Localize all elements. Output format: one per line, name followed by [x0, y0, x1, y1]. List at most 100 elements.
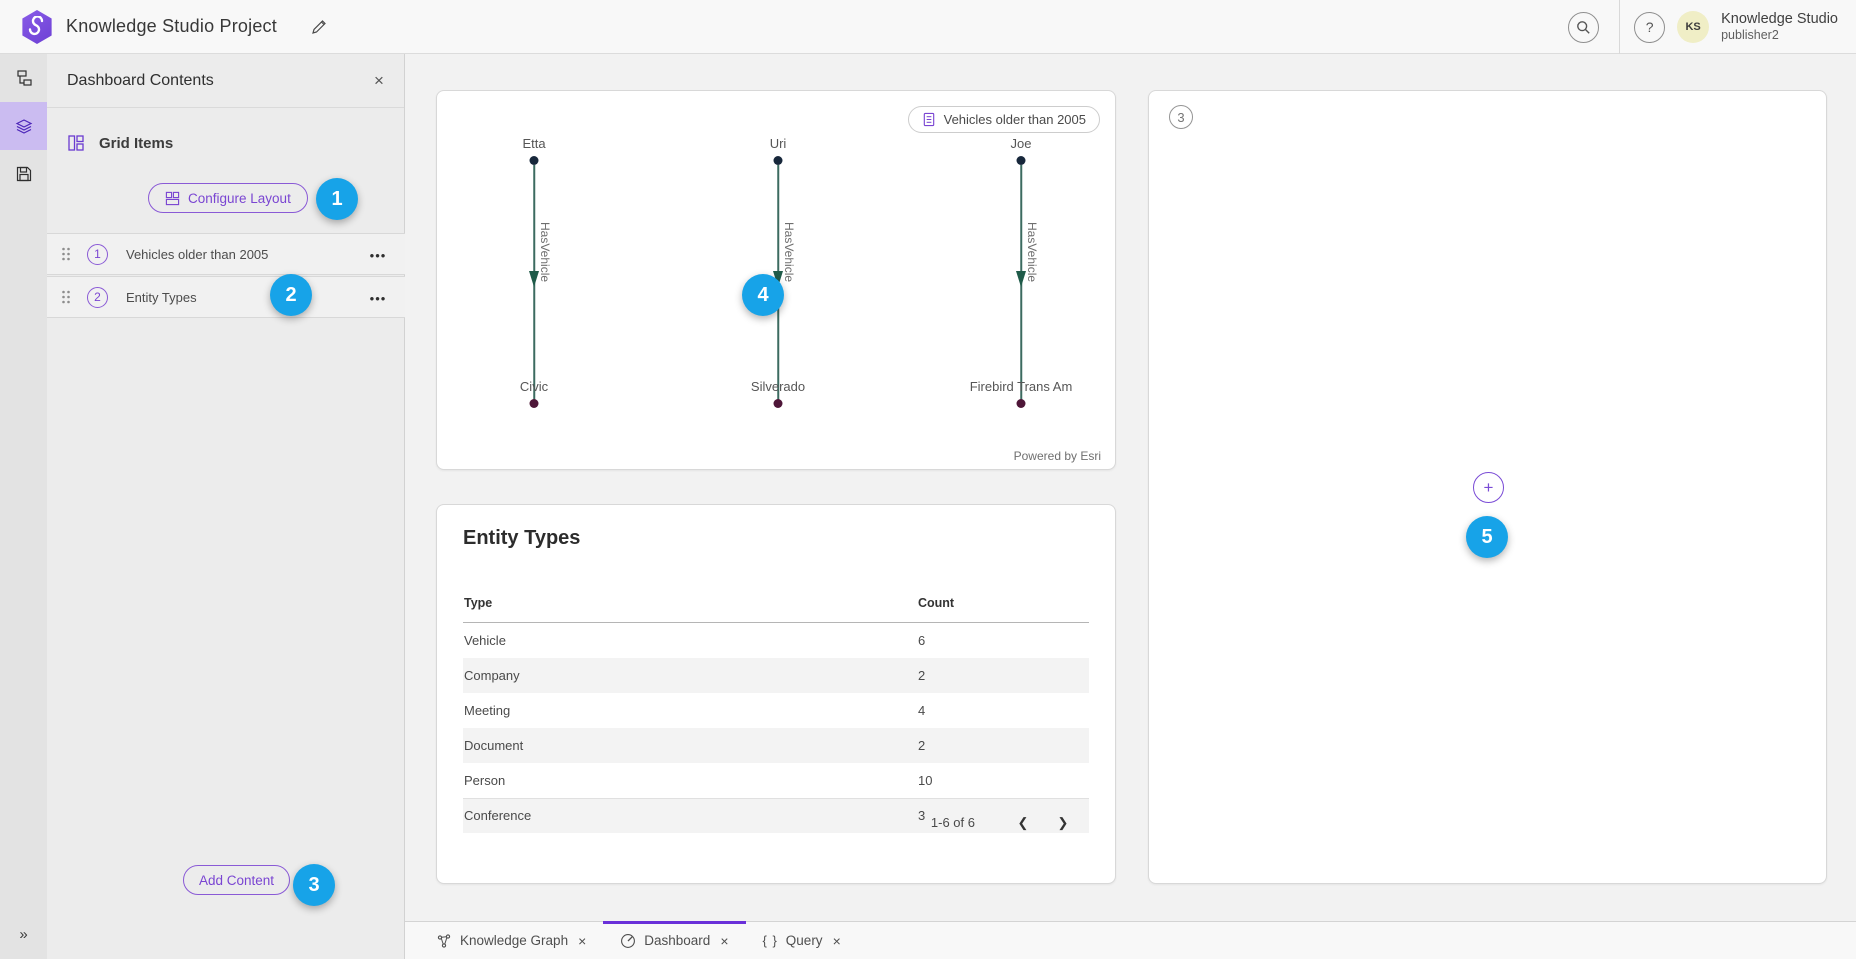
user-menu[interactable]: Knowledge Studio publisher2 [1721, 11, 1838, 42]
rail-dashboard-contents-button[interactable] [0, 102, 47, 150]
rail-data-model-button[interactable] [0, 54, 47, 102]
item-options-button[interactable]: ••• [363, 242, 393, 268]
help-button[interactable]: ? [1634, 11, 1666, 43]
layout-icon [165, 191, 180, 205]
annotation-badge-2: 2 [270, 274, 312, 316]
grid-items-section: Grid Items [47, 116, 404, 170]
configure-layout-button[interactable]: Configure Layout [148, 183, 308, 213]
vehicle-node [529, 399, 539, 408]
configure-layout-label: Configure Layout [188, 190, 291, 206]
slot-number-badge: 3 [1169, 105, 1193, 129]
pencil-icon [312, 20, 326, 34]
logo-swirl-icon [28, 16, 44, 36]
close-icon: × [374, 71, 384, 90]
item-options-button[interactable]: ••• [363, 285, 393, 311]
double-chevron-right-icon: » [19, 925, 28, 943]
tab-close-button[interactable]: × [831, 933, 841, 949]
cell-count: 2 [918, 668, 926, 683]
entity-node-label: Firebird Trans Am [969, 379, 1073, 394]
close-icon: × [832, 932, 841, 949]
edit-title-button[interactable] [310, 15, 334, 39]
app-header: Knowledge Studio Project ? KS Knowledge … [0, 0, 1856, 54]
chip-label: Vehicles older than 2005 [943, 112, 1086, 127]
tab-label: Query [785, 933, 823, 948]
tab-close-button[interactable]: × [718, 933, 728, 949]
table-row: Company 2 [463, 658, 1089, 693]
view-tab-bar: Knowledge Graph × Dashboard × { } Query … [405, 921, 1856, 959]
braces-icon: { } [762, 933, 778, 948]
user-role: publisher2 [1721, 28, 1779, 43]
help-icon: ? [1645, 19, 1654, 35]
grid-items-label: Grid Items [99, 134, 174, 152]
annotation-badge-4: 4 [742, 274, 784, 316]
expand-rail-button[interactable]: » [0, 919, 47, 949]
cell-count: 3 [918, 808, 926, 823]
close-icon: × [720, 932, 729, 949]
cell-type: Document [464, 738, 524, 753]
table-pagination: 1-6 of 6 ❮ ❯ [463, 798, 1089, 846]
panel-close-button[interactable]: × [366, 68, 392, 94]
edge-arrow-icon [773, 271, 783, 287]
search-button[interactable] [1568, 11, 1600, 43]
search-icon [1577, 20, 1590, 34]
grid-item-label: Entity Types [126, 289, 197, 305]
chevron-right-icon: ❯ [1057, 814, 1069, 830]
cell-type: Person [464, 773, 506, 788]
cell-count: 6 [918, 633, 926, 648]
grid-item-row-entity-types[interactable]: 2 Entity Types ••• [47, 276, 405, 318]
knowledge-studio-logo[interactable] [22, 10, 52, 44]
annotation-badge-5: 5 [1466, 516, 1508, 558]
close-icon: × [578, 932, 587, 949]
vehicles-filter-chip[interactable]: Vehicles older than 2005 [907, 106, 1100, 133]
next-page-button[interactable]: ❯ [1049, 809, 1077, 837]
edge-label: HasVehicle [538, 222, 552, 283]
edge-arrow-icon [1016, 271, 1026, 287]
panel-title: Dashboard Contents [67, 71, 214, 89]
tab-query[interactable]: { } Query × [746, 922, 858, 959]
save-icon [16, 166, 31, 182]
rail-save-button[interactable] [0, 150, 47, 198]
avatar-initials: KS [1685, 21, 1701, 33]
drag-handle[interactable] [61, 290, 71, 304]
person-node [529, 156, 539, 165]
grid-item-label: Vehicles older than 2005 [126, 246, 269, 262]
grid-layout-icon [68, 135, 84, 151]
entity-types-table: Type Count Vehicle 6 Company 2 Meeting 4… [463, 583, 1089, 833]
chevron-left-icon: ❮ [1017, 814, 1029, 830]
column-header-type: Type [464, 595, 493, 610]
user-name: Knowledge Studio [1721, 11, 1838, 28]
data-model-icon [16, 70, 32, 86]
table-row: Conference 3 [463, 798, 1089, 833]
report-icon [923, 112, 934, 127]
ellipsis-icon: ••• [369, 247, 387, 263]
edge-label: HasVehicle [1025, 222, 1039, 283]
drag-dots-icon [62, 247, 70, 261]
person-node [773, 156, 783, 165]
ellipsis-icon: ••• [369, 290, 387, 306]
add-content-label: Add Content [199, 872, 275, 888]
tab-close-button[interactable]: × [576, 933, 586, 949]
pagination-range: 1-6 of 6 [930, 815, 975, 830]
tab-label: Dashboard [644, 933, 711, 948]
table-row: Document 2 [463, 728, 1089, 763]
annotation-badge-1: 1 [316, 178, 358, 220]
entity-node-label: Silverado [750, 379, 806, 394]
drag-handle[interactable] [61, 247, 71, 261]
table-header-row: Type Count [463, 583, 1089, 623]
cell-type: Vehicle [464, 633, 506, 648]
cell-count: 10 [918, 773, 933, 788]
edge-label: HasVehicle [782, 222, 796, 283]
add-widget-button[interactable]: + [1473, 472, 1504, 503]
add-content-button[interactable]: Add Content [183, 865, 291, 895]
cell-type: Conference [464, 808, 532, 823]
tab-knowledge-graph[interactable]: Knowledge Graph × [419, 922, 603, 959]
cell-count: 4 [918, 703, 926, 718]
grid-item-row-vehicles[interactable]: 1 Vehicles older than 2005 ••• [47, 233, 405, 275]
entity-node-label: Civic [519, 379, 549, 394]
cell-count: 2 [918, 738, 926, 753]
tab-dashboard[interactable]: Dashboard × [603, 921, 746, 959]
graph-edge-joe-firebird: Joe HasVehicle Firebird Trans Am [921, 91, 1121, 469]
avatar[interactable]: KS [1677, 11, 1710, 43]
previous-page-button[interactable]: ❮ [1009, 809, 1037, 837]
page-title: Knowledge Studio Project [66, 16, 277, 36]
